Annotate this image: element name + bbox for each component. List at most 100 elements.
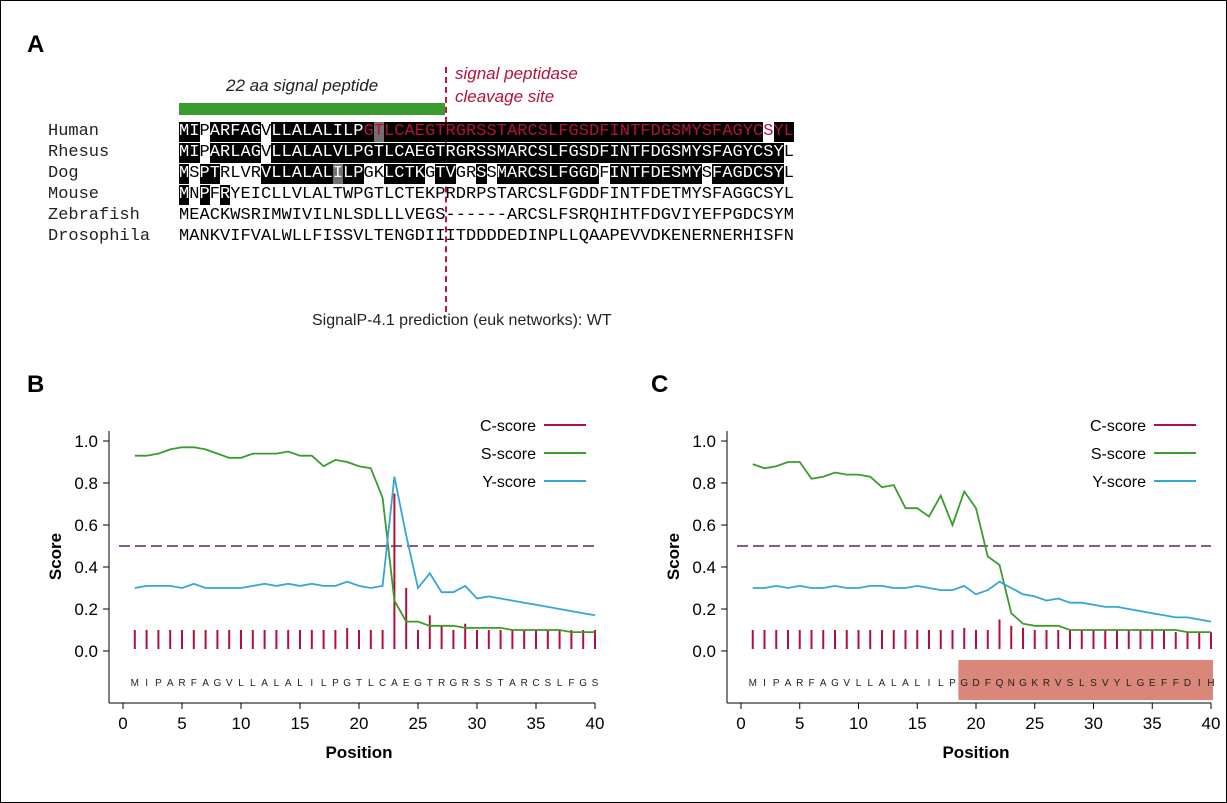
sequence-letter: I bbox=[1198, 678, 1201, 689]
sequence-text: MNPFRYEICLLVLALTWPGTLCTEKPRDRPSTARCSLFGD… bbox=[179, 185, 794, 205]
sequence-letter: L bbox=[250, 678, 256, 689]
sequence-letter: A bbox=[902, 678, 909, 689]
sequence-letter: L bbox=[238, 678, 244, 689]
x-tick-label: 40 bbox=[1202, 714, 1221, 733]
sequence-letter: L bbox=[368, 678, 374, 689]
legend-label: Y-score bbox=[1092, 474, 1146, 491]
x-tick-label: 15 bbox=[291, 714, 310, 733]
sequence-letter: G bbox=[343, 678, 351, 689]
x-tick-label: 10 bbox=[849, 714, 868, 733]
signal-peptide-label: 22 aa signal peptide bbox=[226, 76, 379, 95]
sequence-letter: L bbox=[856, 678, 862, 689]
y-tick-label: 1.0 bbox=[74, 432, 98, 451]
y-tick-label: 0.6 bbox=[74, 516, 98, 535]
s-score-line bbox=[752, 461, 1211, 634]
sequence-letter: G bbox=[450, 678, 458, 689]
species-label: Zebrafish bbox=[48, 206, 140, 225]
sequence-letter: H bbox=[1207, 678, 1214, 689]
x-tick-label: 35 bbox=[527, 714, 546, 733]
sequence-letter: G bbox=[1019, 678, 1027, 689]
x-tick-label: 30 bbox=[468, 714, 487, 733]
sequence-letter: D bbox=[972, 678, 979, 689]
x-tick-label: 10 bbox=[232, 714, 251, 733]
sequence-text: MIPARFAGVLLALALILPGTLCAEGTRGRSSTARCSLFGS… bbox=[179, 122, 794, 142]
sequence-letter: R bbox=[178, 678, 185, 689]
sequence-letter: S bbox=[544, 678, 551, 689]
species-label: Drosophila bbox=[48, 227, 151, 246]
species-label: Dog bbox=[48, 164, 79, 183]
sequence-letter: L bbox=[297, 678, 303, 689]
sequence-letter: C bbox=[532, 678, 539, 689]
panel-a-letter: A bbox=[27, 31, 45, 58]
sequence-letter: S bbox=[592, 678, 599, 689]
cleavage-label-line1: signal peptidase bbox=[455, 64, 578, 83]
sequence-letter: G bbox=[414, 678, 422, 689]
sequence-letter: N bbox=[1008, 678, 1015, 689]
sequence-letter: A bbox=[391, 678, 398, 689]
sequence-letter: E bbox=[403, 678, 410, 689]
x-tick-label: 0 bbox=[736, 714, 745, 733]
sequence-letter: I bbox=[928, 678, 931, 689]
sequence-letter: A bbox=[820, 678, 827, 689]
sequence-text: MANKVIFVALWLLFISSVLTENGDIIITDDDDEDINPLLQ… bbox=[179, 227, 794, 246]
y-tick-label: 0.0 bbox=[692, 642, 716, 661]
s-score-line bbox=[134, 446, 595, 634]
sequence-letter: S bbox=[485, 678, 492, 689]
sequence-letter: R bbox=[438, 678, 445, 689]
mutant-sequence-highlight bbox=[958, 660, 1213, 700]
sequence-letter: L bbox=[914, 678, 920, 689]
sequence-text: MSPTRLVRVLLALALILPGKLCTKGTVGRSSMARCSLFGG… bbox=[179, 164, 794, 184]
sequence-letter: L bbox=[557, 678, 563, 689]
sequence-letter: L bbox=[1126, 678, 1132, 689]
sequence-letter: A bbox=[785, 678, 792, 689]
sequence-letter: F bbox=[191, 678, 197, 689]
sequence-letter: V bbox=[1102, 678, 1109, 689]
sequence-letter: I bbox=[763, 678, 766, 689]
sequence-letter: K bbox=[1031, 678, 1038, 689]
sequence-letter: P bbox=[332, 678, 339, 689]
sequence-letter: T bbox=[498, 678, 504, 689]
sequence-letter: F bbox=[808, 678, 814, 689]
sequence-letter: A bbox=[167, 678, 174, 689]
sequence-letter: R bbox=[796, 678, 803, 689]
panel-b-letter: B bbox=[27, 371, 45, 398]
x-tick-label: 25 bbox=[1025, 714, 1044, 733]
sequence-letter: Q bbox=[996, 678, 1004, 689]
x-axis-label: Position bbox=[942, 743, 1009, 762]
sequence-letter: P bbox=[949, 678, 956, 689]
species-label: Mouse bbox=[48, 185, 100, 204]
legend-label: S-score bbox=[481, 446, 536, 463]
sequence-letter: P bbox=[155, 678, 162, 689]
sequence-letter: G bbox=[960, 678, 968, 689]
panel-c-letter: C bbox=[651, 371, 669, 398]
sequence-letter: C bbox=[379, 678, 386, 689]
sequence-letter: F bbox=[985, 678, 991, 689]
legend-label: S-score bbox=[1091, 446, 1146, 463]
sequence-letter: S bbox=[1067, 678, 1074, 689]
sequence-letter: P bbox=[773, 678, 780, 689]
y-tick-label: 0.4 bbox=[692, 558, 716, 577]
x-axis-label: Position bbox=[325, 743, 392, 762]
y-axis-label: Score bbox=[46, 533, 65, 580]
y-tick-label: 0.2 bbox=[692, 600, 716, 619]
sequence-letter: F bbox=[1173, 678, 1179, 689]
sequence-letter: A bbox=[202, 678, 209, 689]
y-tick-label: 0.8 bbox=[692, 474, 716, 493]
sequence-letter: L bbox=[867, 678, 873, 689]
sequence-letter: V bbox=[843, 678, 850, 689]
y-tick-label: 0.8 bbox=[74, 474, 98, 493]
sequence-letter: M bbox=[131, 678, 139, 689]
sequence-letter: I bbox=[145, 678, 148, 689]
sequence-letter: D bbox=[1184, 678, 1191, 689]
signal-peptide-bar bbox=[179, 103, 445, 115]
sequence-letter: V bbox=[226, 678, 233, 689]
legend-label: C-score bbox=[480, 418, 536, 435]
y-tick-label: 0.6 bbox=[692, 516, 716, 535]
x-tick-label: 20 bbox=[967, 714, 986, 733]
sequence-letter: L bbox=[321, 678, 327, 689]
y-score-line bbox=[134, 476, 596, 617]
sequence-letter: L bbox=[1079, 678, 1085, 689]
signalp-chart-wt: 0.0 0.2 0.4 0.6 0.8 1.0 0 5 10 15 20 25 30 35 40 Positi… bbox=[46, 418, 604, 762]
sequence-letter: M bbox=[749, 678, 757, 689]
y-tick-label: 1.0 bbox=[692, 432, 716, 451]
